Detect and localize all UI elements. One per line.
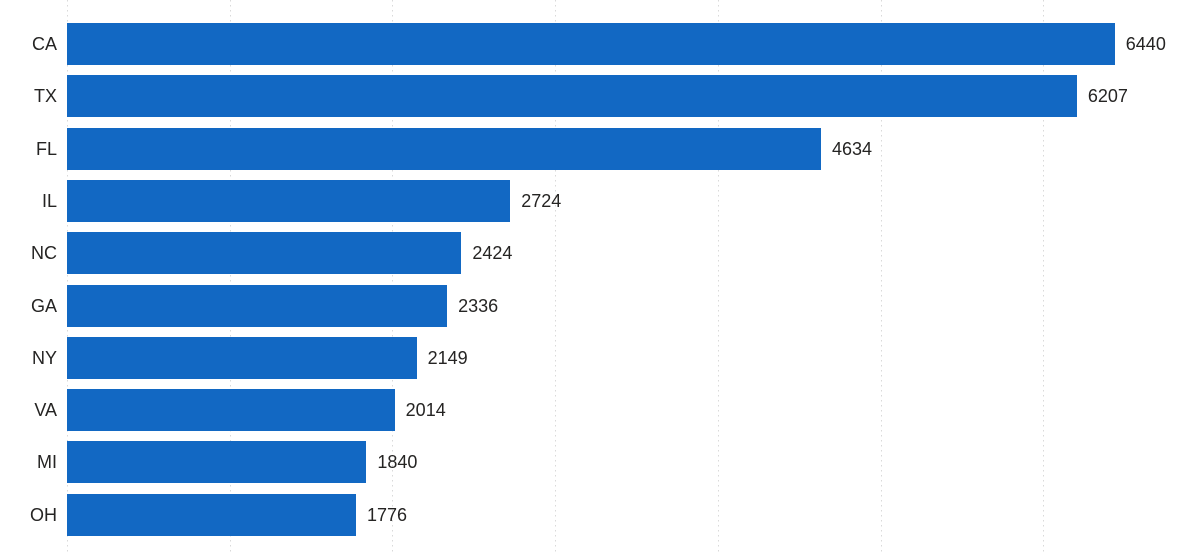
bar-mi: [67, 441, 367, 484]
bar-tx: [67, 75, 1077, 118]
category-label: GA: [30, 295, 57, 316]
bar-fl: [67, 127, 821, 170]
value-label: 2424: [472, 243, 513, 264]
gridline-x-3000: [555, 0, 557, 553]
gridline-x-1000: [229, 0, 231, 553]
gridline-x-5000: [880, 0, 882, 553]
value-label: 2336: [458, 295, 499, 316]
bar-il: [67, 179, 511, 222]
gridline-x-0: [67, 0, 68, 553]
value-label: 2724: [521, 190, 562, 211]
category-label: NC: [31, 243, 57, 264]
value-label: 1840: [377, 452, 418, 473]
category-label: VA: [34, 400, 57, 421]
gridline-x-2000: [392, 0, 394, 553]
value-label: 4634: [831, 138, 872, 159]
category-label: NY: [31, 347, 57, 368]
bar-nc: [67, 232, 462, 275]
bar-ca: [67, 23, 1115, 65]
category-label: OH: [30, 504, 57, 525]
value-label: 6440: [1125, 34, 1166, 54]
bar-ny: [67, 336, 417, 379]
bar-oh: [67, 493, 356, 536]
value-label: 2014: [405, 400, 446, 421]
gridline-x-6000: [1043, 0, 1045, 553]
gridline-x-4000: [717, 0, 719, 553]
value-label: 1776: [366, 504, 407, 525]
category-label: TX: [33, 86, 57, 107]
value-label: 2149: [427, 347, 468, 368]
category-label: FL: [35, 138, 57, 159]
category-label: IL: [41, 190, 57, 211]
category-label: MI: [37, 452, 57, 473]
bar-va: [67, 389, 395, 432]
value-label: 6207: [1087, 86, 1128, 107]
bar-ga: [67, 284, 448, 327]
category-label: CA: [31, 34, 57, 54]
